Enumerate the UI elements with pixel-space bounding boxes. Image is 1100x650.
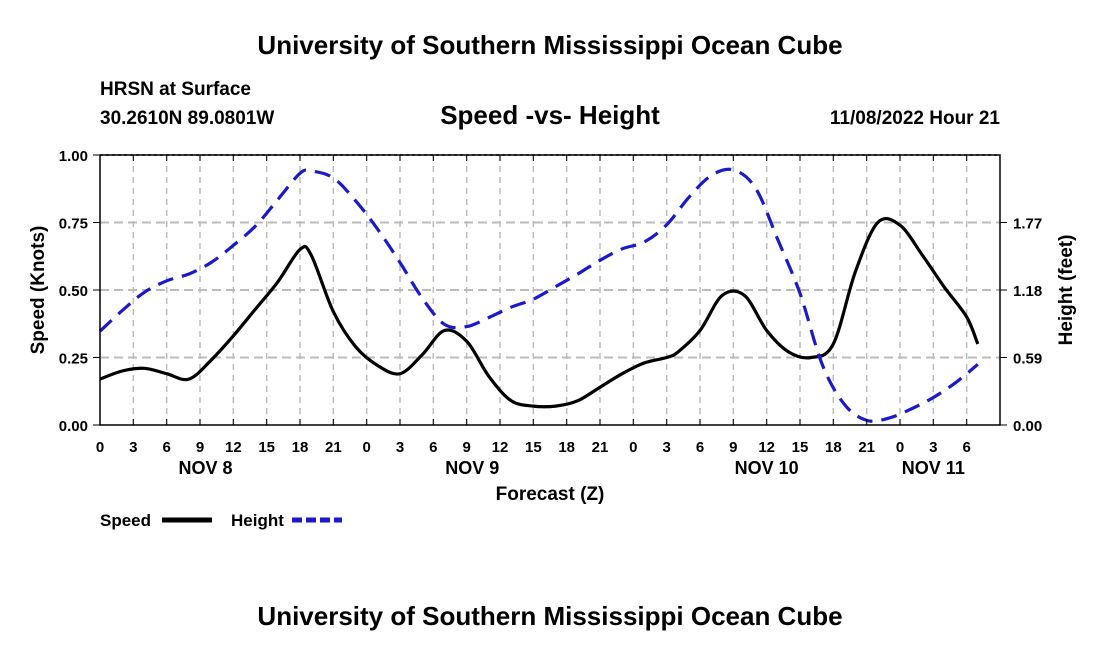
y-left-tick-label: 0.75 xyxy=(59,216,88,233)
x-tick-label: 6 xyxy=(429,439,437,456)
speed-height-chart: University of Southern Mississippi Ocean… xyxy=(0,0,1100,650)
x-tick-label: 15 xyxy=(525,439,542,456)
x-tick-label: 0 xyxy=(629,439,637,456)
y-left-tick-label: 0.25 xyxy=(59,351,88,368)
timestamp-label: 11/08/2022 Hour 21 xyxy=(830,108,1000,129)
x-tick-label: 3 xyxy=(396,439,404,456)
y-left-tick-label: 0.50 xyxy=(59,283,88,300)
day-label: NOV 11 xyxy=(902,458,965,478)
x-tick-label: 0 xyxy=(362,439,370,456)
x-tick-label: 9 xyxy=(462,439,470,456)
x-tick-label: 15 xyxy=(792,439,809,456)
day-label: NOV 8 xyxy=(179,458,233,478)
day-label: NOV 10 xyxy=(735,458,799,478)
page-title: University of Southern Mississippi Ocean… xyxy=(257,30,842,60)
axis-ticks: 0 3 6 9 12 15 18 21 0 3 6 9 12 15 18 21 0 3 6 9 12 15 18 21 0 3 6 0… xyxy=(59,148,1042,478)
x-tick-label: 3 xyxy=(662,439,670,456)
station-label: HRSN at Surface xyxy=(100,79,251,100)
x-tick-label: 0 xyxy=(896,439,904,456)
x-tick-label: 21 xyxy=(325,439,342,456)
x-tick-label: 0 xyxy=(96,439,104,456)
y-right-tick-label: 1.18 xyxy=(1013,283,1042,300)
coordinates-label: 30.2610N 89.0801W xyxy=(100,108,274,129)
legend: Speed Height xyxy=(100,511,342,530)
day-label: NOV 9 xyxy=(445,458,499,478)
x-tick-label: 18 xyxy=(292,439,309,456)
y-right-tick-label: 0.00 xyxy=(1013,418,1042,435)
y-right-tick-label: 0.59 xyxy=(1013,351,1042,368)
x-tick-label: 15 xyxy=(258,439,275,456)
x-tick-label: 9 xyxy=(729,439,737,456)
x-tick-label: 21 xyxy=(592,439,609,456)
grid xyxy=(100,155,1000,425)
y-left-tick-label: 1.00 xyxy=(59,148,88,165)
y-right-tick-label: 1.77 xyxy=(1013,216,1042,233)
y-left-tick-label: 0.00 xyxy=(59,418,88,435)
x-axis-title: Forecast (Z) xyxy=(496,484,605,505)
x-tick-label: 12 xyxy=(492,439,509,456)
y-axis-right-title: Height (feet) xyxy=(1056,235,1077,346)
legend-speed-label: Speed xyxy=(100,511,151,530)
height-series-line xyxy=(100,169,978,421)
y-axis-left-title: Speed (Knots) xyxy=(28,226,49,355)
series-lines xyxy=(100,169,978,421)
x-tick-label: 6 xyxy=(696,439,704,456)
x-tick-label: 12 xyxy=(225,439,242,456)
x-tick-label: 18 xyxy=(825,439,842,456)
x-tick-label: 9 xyxy=(196,439,204,456)
x-tick-label: 6 xyxy=(162,439,170,456)
x-tick-label: 3 xyxy=(929,439,937,456)
x-tick-label: 18 xyxy=(558,439,575,456)
x-tick-label: 21 xyxy=(858,439,875,456)
x-tick-label: 12 xyxy=(758,439,775,456)
chart-title: Speed -vs- Height xyxy=(440,100,660,130)
legend-height-label: Height xyxy=(231,511,284,530)
footer-title: University of Southern Mississippi Ocean… xyxy=(257,601,842,631)
x-tick-label: 3 xyxy=(129,439,137,456)
x-tick-label: 6 xyxy=(962,439,970,456)
